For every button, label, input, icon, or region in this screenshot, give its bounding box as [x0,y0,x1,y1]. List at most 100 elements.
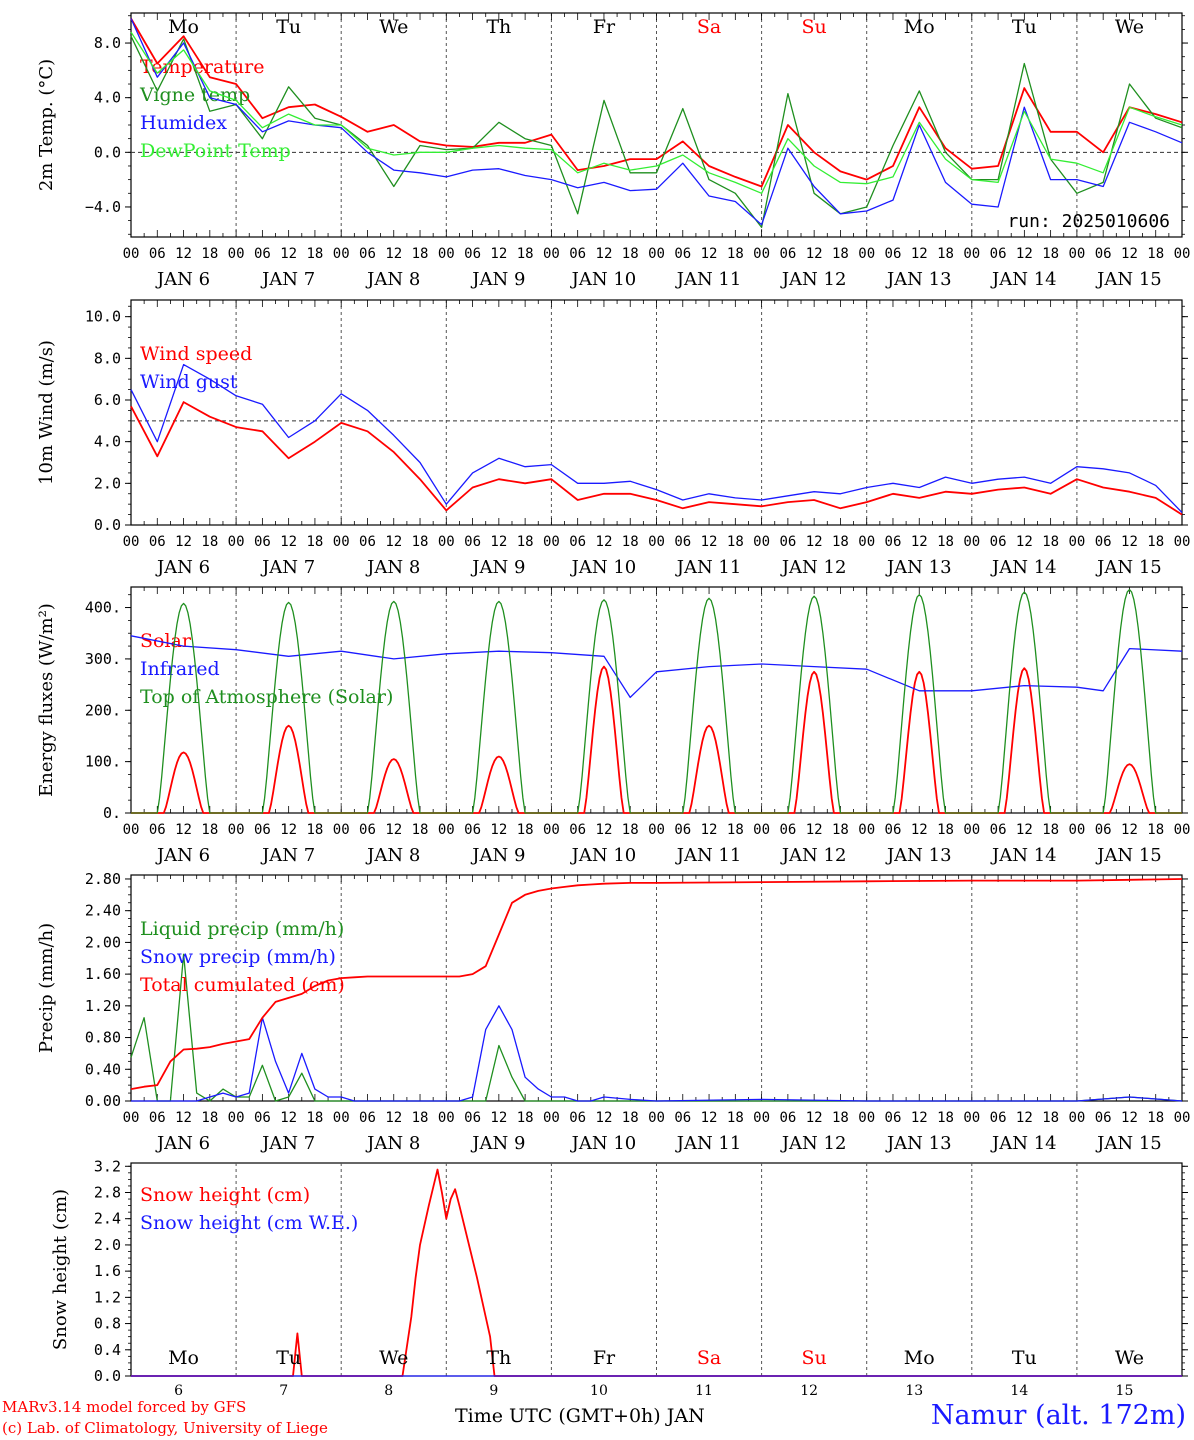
x-hour-label: 18 [1042,534,1059,550]
day-number: 11 [695,1383,713,1395]
day-name: Fr [593,1347,616,1369]
x-day-label: JAN 7 [260,557,315,578]
x-hour-label: 12 [701,822,718,838]
x-hour-label: 12 [490,246,507,262]
x-hour-label: 12 [701,246,718,262]
legend-entry: Infrared [140,658,220,680]
x-hour-label: 12 [175,534,192,550]
legend-entry: Snow precip (mm/h) [140,946,336,968]
x-hour-label: 12 [596,1110,613,1126]
x-day-label: JAN 9 [470,269,525,290]
x-hour-label: 06 [359,534,376,550]
x-hour-label: 18 [832,534,849,550]
x-hour-label: 06 [149,246,166,262]
x-day-label: JAN 13 [885,269,952,290]
x-day-label: JAN 7 [260,269,315,290]
x-hour-label: 12 [806,1110,823,1126]
x-day-label: JAN 14 [990,269,1057,290]
y-tick-label: 0.0 [94,143,121,161]
day-number: 10 [590,1383,608,1395]
x-hour-label: 18 [201,246,218,262]
lab-credit: (c) Lab. of Climatology, University of L… [2,1419,328,1437]
x-hour-label: 12 [1121,822,1138,838]
y-tick-label: 300. [85,650,121,668]
y-tick-label: 1.6 [94,1262,121,1280]
y-tick-label: 4.0 [94,89,121,107]
y-tick-label: 2.40 [85,902,121,920]
x-day-label: JAN 13 [885,557,952,578]
day-number: 9 [489,1383,498,1395]
day-name: Th [486,16,511,38]
x-hour-label: 06 [569,246,586,262]
x-day-label: JAN 12 [780,1133,847,1154]
x-hour-label: 06 [990,1110,1007,1126]
x-hour-label: 06 [254,1110,271,1126]
x-hour-label: 06 [674,1110,691,1126]
legend-entry: Top of Atmosphere (Solar) [140,686,393,708]
x-day-label: JAN 6 [155,269,210,290]
day-number: 14 [1010,1383,1028,1395]
x-day-label: JAN 11 [675,1133,742,1154]
x-hour-label: 06 [569,534,586,550]
day-number: 13 [905,1383,923,1395]
y-tick-label: 400. [85,599,121,617]
x-day-label: JAN 15 [1095,269,1162,290]
x-hour-label: 12 [1016,246,1033,262]
x-day-label: JAN 9 [470,557,525,578]
y-tick-label: 0.8 [94,1315,121,1333]
x-day-label: JAN 8 [365,269,420,290]
x-hour-label: 18 [937,822,954,838]
x-hour-label: 00 [123,1110,140,1126]
day-name: We [379,1347,408,1369]
day-number: 15 [1116,1383,1134,1395]
x-day-label: JAN 9 [470,845,525,866]
x-hour-label: 00 [753,1110,770,1126]
x-hour-label: 06 [779,1110,796,1126]
y-axis-title: 10m Wind (m/s) [36,340,57,485]
x-day-label: JAN 7 [260,845,315,866]
x-hour-label: 00 [963,822,980,838]
x-day-label: JAN 11 [675,845,742,866]
x-hour-label: 06 [359,822,376,838]
x-hour-label: 18 [201,534,218,550]
x-hour-label: 12 [911,534,928,550]
y-tick-label: 6.0 [94,391,121,409]
x-hour-label: 00 [228,822,245,838]
x-hour-label: 00 [123,822,140,838]
x-hour-label: 00 [753,534,770,550]
x-hour-label: 12 [175,1110,192,1126]
x-hour-label: 18 [517,534,534,550]
y-tick-label: 0.40 [85,1060,121,1078]
x-hour-label: 06 [990,246,1007,262]
x-hour-label: 18 [1147,246,1164,262]
day-name: We [379,16,408,38]
day-name: Sa [697,16,721,38]
x-hour-label: 00 [1068,246,1085,262]
x-hour-label: 06 [254,534,271,550]
x-hour-label: 00 [648,1110,665,1126]
x-day-label: JAN 10 [570,845,637,866]
day-name: Mo [904,16,935,38]
day-number: 8 [384,1383,393,1395]
x-hour-label: 00 [1068,534,1085,550]
x-hour-label: 00 [333,822,350,838]
x-hour-label: 18 [1042,822,1059,838]
x-day-label: JAN 6 [155,845,210,866]
x-day-label: JAN 14 [990,557,1057,578]
model-credit: MARv3.14 model forced by GFS [2,1398,247,1416]
x-hour-label: 00 [963,1110,980,1126]
x-hour-label: 00 [543,246,560,262]
x-hour-label: 00 [543,1110,560,1126]
x-hour-label: 12 [1016,1110,1033,1126]
day-name: Tu [276,16,301,38]
x-hour-label: 00 [228,246,245,262]
y-tick-label: 0.0 [94,1367,121,1385]
x-hour-label: 18 [727,1110,744,1126]
x-hour-label: 18 [306,246,323,262]
legend-entry: DewPoint Temp [140,140,291,162]
x-axis-title: Time UTC (GMT+0h) JAN [455,1405,705,1427]
x-hour-label: 00 [648,246,665,262]
x-hour-label: 06 [674,822,691,838]
legend-entry: Total cumulated (cm) [140,974,345,996]
x-hour-label: 00 [228,1110,245,1126]
